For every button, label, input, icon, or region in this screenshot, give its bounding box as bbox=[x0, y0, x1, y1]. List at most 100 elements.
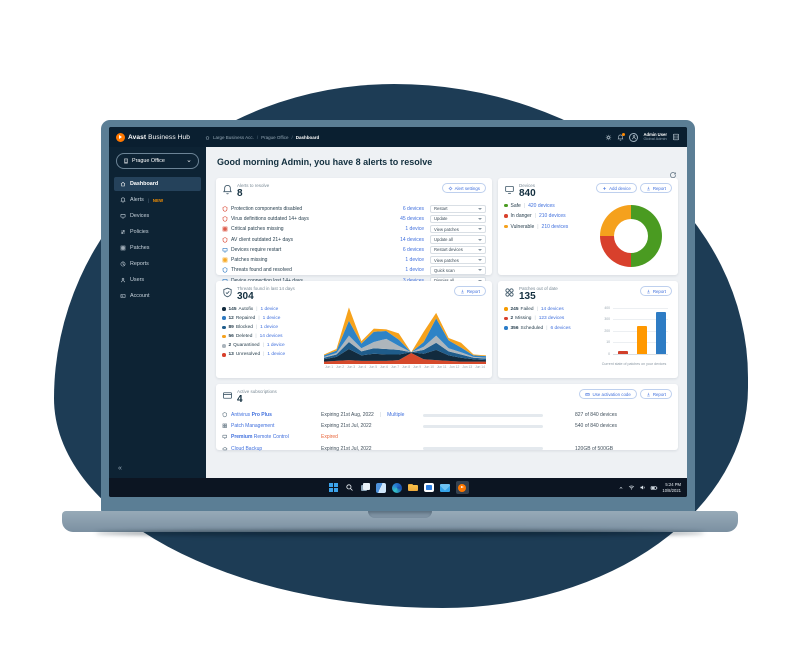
devices-link[interactable]: 1 device bbox=[260, 324, 279, 330]
sidebar-item-patches[interactable]: Patches bbox=[114, 241, 201, 255]
alert-settings-button[interactable]: Alert settings bbox=[441, 183, 486, 193]
add-device-button[interactable]: Add device bbox=[596, 183, 637, 193]
chevron-down-icon bbox=[478, 207, 482, 210]
windows-start-icon[interactable] bbox=[328, 482, 339, 493]
devices-link[interactable]: 210 devices bbox=[538, 213, 566, 219]
threats-report-button[interactable]: Report bbox=[453, 286, 486, 296]
avatar[interactable] bbox=[629, 132, 639, 142]
action-select[interactable]: Update bbox=[430, 214, 486, 224]
devices-link[interactable]: 6 devices bbox=[402, 246, 424, 253]
refresh-icon[interactable] bbox=[669, 171, 677, 179]
action-select[interactable]: Update all bbox=[430, 235, 486, 244]
area-band-quarantined bbox=[324, 335, 486, 358]
devices-link[interactable]: 14 devices bbox=[540, 306, 564, 312]
action-select[interactable]: Quick scan bbox=[430, 266, 486, 275]
apps-icon[interactable] bbox=[672, 133, 680, 141]
patches-grid-icon bbox=[222, 226, 228, 232]
button-label: Report bbox=[466, 288, 480, 294]
brand-text: Avast Business Hub bbox=[128, 134, 190, 141]
battery-icon[interactable] bbox=[650, 484, 658, 492]
store-icon[interactable] bbox=[424, 482, 435, 493]
devices-link[interactable]: 6 devices bbox=[402, 205, 424, 212]
action-select[interactable]: Restart devices bbox=[430, 245, 486, 254]
patches-report-button[interactable]: Report bbox=[639, 286, 672, 296]
breadcrumb-item[interactable]: Large Business Acc. bbox=[213, 134, 254, 140]
remote-control-icon bbox=[222, 435, 227, 440]
bar-missing bbox=[618, 351, 628, 354]
subscription-name[interactable]: Premium Remote Control bbox=[222, 434, 321, 440]
devices-link[interactable]: 420 devices bbox=[528, 202, 555, 209]
notifications-button[interactable] bbox=[617, 132, 626, 141]
name-text: Remote Control bbox=[252, 434, 289, 441]
devices-link[interactable]: 123 devices bbox=[538, 316, 565, 321]
devices-link[interactable]: 1 device bbox=[405, 257, 424, 264]
legend-item: 145 Autofix | 1 device bbox=[222, 307, 324, 312]
speaker-icon[interactable] bbox=[639, 484, 646, 491]
devices-link[interactable]: 14 devices bbox=[259, 334, 283, 340]
subscription-name[interactable]: Antivirus Pro Plus bbox=[222, 412, 321, 418]
devices-link[interactable]: 1 device bbox=[260, 306, 279, 312]
clock[interactable]: 5:24 PM 10/8/2021 bbox=[662, 482, 681, 493]
devices-link[interactable]: 14 devices bbox=[400, 236, 424, 243]
devices-count: 840 bbox=[519, 188, 536, 199]
legend-count: 356 bbox=[510, 325, 519, 331]
usage-progress-bar bbox=[423, 447, 543, 451]
breadcrumb-item[interactable]: Prague Office bbox=[261, 134, 289, 140]
action-select[interactable]: View patches bbox=[430, 256, 486, 265]
search-icon[interactable] bbox=[344, 482, 355, 493]
wifi-icon[interactable] bbox=[628, 484, 635, 491]
subscription-name[interactable]: Patch Management bbox=[222, 423, 321, 429]
legend-count: 13 bbox=[228, 352, 234, 358]
task-view-icon[interactable] bbox=[360, 482, 371, 493]
sidebar-item-policies[interactable]: Policies bbox=[114, 225, 201, 239]
legend-item: 13 Unresolved | 1 device bbox=[222, 352, 324, 357]
sidebar-item-devices[interactable]: Devices bbox=[114, 209, 201, 223]
sidebar-collapse-button[interactable]: « bbox=[118, 465, 122, 472]
legend-separator: | bbox=[258, 315, 260, 321]
devices-link[interactable]: 1 device bbox=[262, 315, 281, 321]
legend-count: 56 bbox=[228, 334, 234, 340]
edge-icon[interactable] bbox=[392, 482, 403, 493]
file-explorer-icon[interactable] bbox=[408, 482, 419, 493]
new-badge: NEW bbox=[152, 197, 164, 203]
sidebar-item-users[interactable]: Users bbox=[114, 273, 201, 287]
widgets-icon[interactable] bbox=[376, 482, 387, 493]
name-bold: Pro Plus bbox=[251, 412, 272, 419]
legend-dot bbox=[222, 344, 226, 348]
multiple-link[interactable]: Multiple bbox=[387, 412, 405, 419]
sidebar-item-reports[interactable]: Reports bbox=[114, 257, 201, 271]
action-select[interactable]: View patches bbox=[430, 225, 486, 234]
y-tick-label: 0 bbox=[608, 351, 610, 356]
mail-icon[interactable] bbox=[440, 482, 451, 493]
patches-grid-icon bbox=[222, 257, 228, 263]
org-selector[interactable]: Prague Office bbox=[116, 153, 199, 169]
sidebar-item-dashboard[interactable]: Dashboard bbox=[114, 177, 201, 191]
devices-link[interactable]: 1 device bbox=[267, 352, 286, 358]
devices-report-button[interactable]: Report bbox=[639, 183, 672, 193]
laptop-screen: Avast Business Hub Large Business Acc. /… bbox=[109, 127, 687, 497]
sidebar-item-account[interactable]: Account bbox=[114, 289, 201, 303]
subscriptions-report-button[interactable]: Report bbox=[639, 389, 672, 399]
avast-app-icon[interactable] bbox=[455, 481, 469, 494]
user-info[interactable]: Admin User Global Admin bbox=[643, 132, 667, 142]
devices-legend: Safe | 420 devices In danger | 210 devices V… bbox=[504, 203, 568, 267]
monitor-icon bbox=[120, 214, 126, 219]
devices-link[interactable]: 210 devices bbox=[541, 223, 569, 230]
devices-link[interactable]: 1 device bbox=[266, 343, 285, 349]
action-select[interactable]: Restart bbox=[430, 204, 486, 213]
devices-link[interactable]: 1 device bbox=[405, 267, 424, 274]
chevron-up-icon[interactable] bbox=[618, 485, 624, 491]
sidebar-item-alerts[interactable]: Alerts | NEW bbox=[114, 193, 201, 207]
bell-icon bbox=[120, 197, 126, 203]
x-tick-label: Jun 11 bbox=[436, 364, 447, 369]
devices-link[interactable]: 1 device bbox=[405, 226, 424, 233]
gear-icon[interactable] bbox=[605, 134, 612, 141]
alert-row: Devices require restart 6 devices Restar… bbox=[222, 245, 486, 255]
devices-link[interactable]: 45 devices bbox=[400, 215, 424, 222]
devices-link[interactable]: 3 devices bbox=[403, 278, 424, 284]
devices-link[interactable]: 6 devices bbox=[550, 325, 571, 331]
subscription-name[interactable]: Cloud Backup bbox=[222, 446, 321, 452]
alert-row: Protection components disabled 6 devices… bbox=[222, 204, 486, 214]
use-activation-code-button[interactable]: Use activation code bbox=[579, 389, 637, 399]
threats-area-chart: Jun 1 Jun 2 Jun 3 Jun 4 Jun 5 Jun 6 Jun 7 Jun 8… bbox=[324, 305, 486, 369]
